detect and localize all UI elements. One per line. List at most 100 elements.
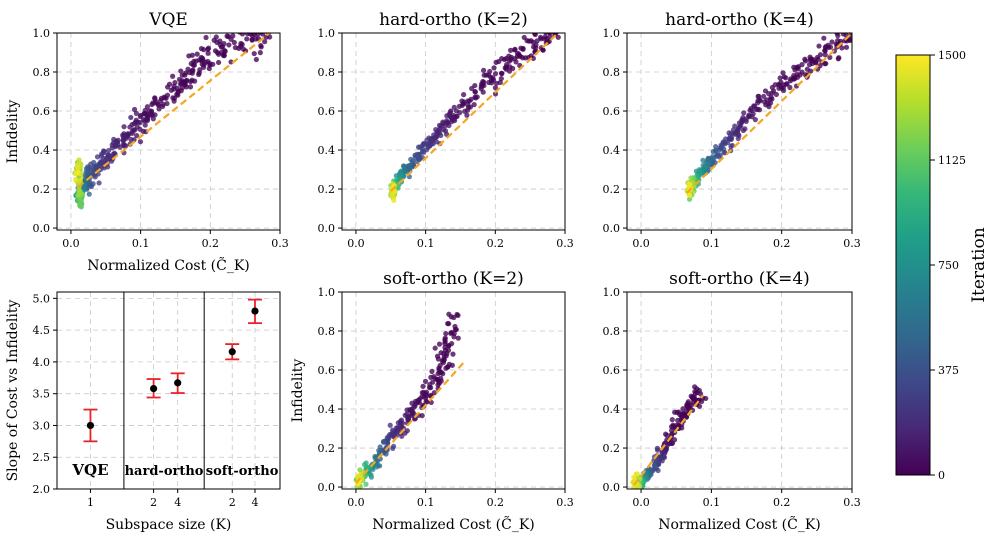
x-tick-label: 0.2 — [487, 237, 505, 250]
scatter-point — [103, 156, 110, 162]
x-tick-label: 0.1 — [132, 237, 150, 250]
scatter-points — [388, 28, 563, 204]
panel-title: soft-ortho (K=2) — [383, 269, 524, 289]
scatter-point — [780, 70, 786, 76]
scatter-point — [461, 92, 467, 98]
scatter-point — [494, 80, 500, 86]
scatter-point — [265, 18, 270, 23]
x-tick-label: 0.3 — [843, 237, 861, 250]
y-tick-label: 0.6 — [33, 105, 51, 118]
scatter-point — [399, 433, 405, 439]
scatter-point — [675, 417, 681, 423]
scatter-point — [142, 122, 148, 128]
scatter-point — [262, 23, 267, 28]
scatter-point — [412, 403, 418, 409]
x-tick-label: 1 — [87, 496, 94, 509]
scatter-point — [742, 126, 748, 132]
y-tick-label: 0.0 — [318, 481, 336, 494]
scatter-point — [713, 143, 719, 150]
y-tick-label: 0.8 — [603, 325, 621, 338]
scatter-point — [748, 105, 754, 112]
scatter-point — [123, 143, 129, 149]
scatter-point — [496, 58, 502, 65]
scatter-point — [199, 61, 205, 67]
scatter-point — [91, 159, 97, 166]
scatter-point — [76, 157, 82, 163]
scatter-point — [74, 164, 80, 170]
y-tick-label: 0.2 — [603, 183, 621, 196]
scatter-point — [746, 113, 752, 119]
scatter-point — [444, 350, 450, 357]
scatter-point — [414, 159, 420, 165]
scatter-point — [835, 33, 841, 39]
scatter-point — [558, 28, 563, 33]
scatter-point — [741, 110, 747, 116]
x-tick-label: 0.2 — [202, 237, 220, 250]
scatter-point — [192, 78, 198, 84]
x-tick-label: 2 — [150, 496, 157, 509]
scatter-point — [491, 65, 497, 71]
scatter-point — [448, 330, 454, 336]
scatter-point — [462, 108, 468, 114]
scatter-points — [72, 18, 273, 210]
scatter-point — [443, 330, 449, 337]
scatter-point — [840, 33, 846, 37]
scatter-point — [391, 197, 397, 204]
scatter-point — [150, 100, 156, 106]
scatter-point — [672, 409, 678, 415]
scatter-point — [114, 138, 120, 145]
colorbar: 0 375 750 1125 1500 Iteration — [895, 49, 989, 482]
y-tick-label: 0.8 — [603, 66, 621, 79]
scatter-point — [417, 144, 423, 150]
scatter-point — [534, 38, 540, 44]
scatter-point — [392, 188, 398, 195]
x-tick-label: 0.0 — [632, 237, 650, 250]
scatter-point — [165, 84, 171, 90]
scatter-point — [361, 462, 368, 468]
scatter-point — [752, 117, 758, 123]
scatter-point — [773, 91, 780, 98]
scatter-point — [258, 43, 264, 49]
scatter-point — [98, 153, 105, 159]
scatter-point — [437, 362, 443, 369]
panel-hard-ortho-k4: 0.0 0.1 0.2 0.3 0.0 0.2 0.4 0.6 0.8 1.0 hard-ortho… — [603, 10, 861, 250]
scatter-point — [432, 345, 438, 351]
axes-frame — [56, 32, 281, 231]
scatter-point — [730, 127, 737, 133]
axes-frame — [626, 32, 853, 231]
colorbar-tick-label: 0 — [938, 469, 945, 482]
region-label: hard-ortho — [125, 464, 204, 479]
scatter-point — [547, 33, 553, 36]
scatter-point — [395, 425, 401, 431]
scatter-point — [843, 44, 850, 50]
scatter-point — [92, 164, 98, 170]
scatter-point — [262, 39, 268, 45]
scatter-point — [232, 44, 239, 51]
region-label: soft-ortho — [206, 464, 279, 479]
scatter-point — [446, 321, 452, 327]
scatter-point — [703, 164, 709, 170]
x-tick-label: 0.3 — [843, 496, 861, 509]
y-tick-label: 1.0 — [318, 27, 336, 40]
colorbar-tick-label: 1500 — [938, 49, 966, 62]
scatter-point — [530, 55, 536, 62]
fit-line — [686, 33, 852, 194]
y-tick-label: 2.0 — [33, 483, 51, 496]
scatter-point — [802, 56, 808, 62]
scatter-point — [420, 383, 426, 389]
x-tick-label: 4 — [174, 496, 181, 509]
y-tick-label: 0.8 — [318, 66, 336, 79]
scatter-point — [214, 49, 220, 56]
y-tick-label: 1.0 — [318, 286, 336, 299]
slope-point — [174, 379, 182, 387]
scatter-point — [822, 52, 828, 58]
scatter-point — [224, 33, 230, 39]
y-tick-label: 0.6 — [603, 105, 621, 118]
scatter-point — [226, 42, 232, 48]
scatter-point — [722, 136, 729, 142]
scatter-point — [835, 56, 841, 62]
scatter-point — [74, 169, 80, 176]
scatter-point — [128, 114, 134, 121]
scatter-point — [429, 368, 435, 374]
scatter-point — [827, 44, 834, 50]
